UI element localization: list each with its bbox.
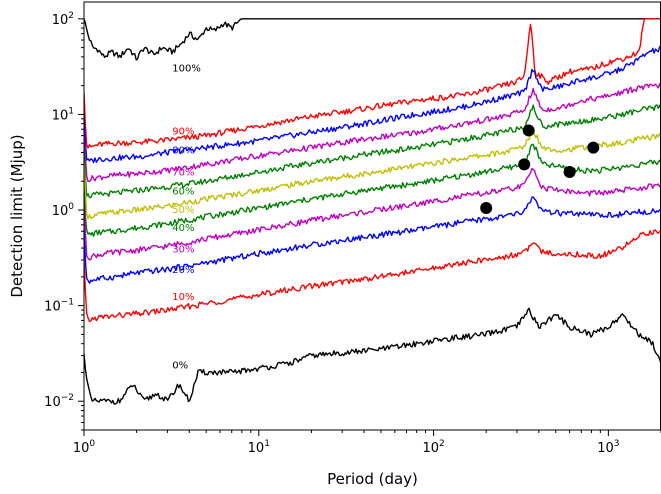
x-tick-label: 102 — [422, 439, 444, 456]
series-line-70pct — [84, 82, 661, 183]
y-axis-title: Detection limit (Mjup) — [8, 134, 26, 297]
y-tick-label: 10−2 — [44, 393, 74, 410]
y-tick-label: 102 — [52, 11, 74, 28]
curve-label-40pct: 40% — [172, 223, 194, 234]
markers-layer — [480, 124, 600, 215]
series-line-50pct — [84, 128, 661, 220]
x-tick-label: 103 — [597, 439, 619, 456]
y-tick-label: 100 — [52, 202, 75, 219]
series-line-100pct — [84, 18, 661, 61]
curve-label-100pct: 100% — [172, 64, 201, 75]
planet-marker — [522, 124, 535, 137]
curve-label-70pct: 70% — [172, 167, 194, 178]
planet-marker — [563, 165, 576, 178]
x-axis-title: Period (day) — [327, 470, 418, 488]
series-line-0pct — [84, 307, 661, 405]
series-line-10pct — [84, 229, 661, 323]
y-tick-label: 101 — [52, 106, 74, 123]
curve-label-60pct: 60% — [172, 187, 194, 198]
series-line-80pct — [84, 46, 661, 164]
series-line-90pct — [84, 18, 661, 149]
curve-label-90pct: 90% — [172, 126, 194, 137]
planet-marker — [518, 158, 531, 171]
curve-label-10pct: 10% — [172, 292, 194, 303]
series-line-60pct — [84, 104, 661, 199]
plot-frame — [83, 1, 661, 431]
x-tick-label: 100 — [73, 439, 96, 456]
curve-label-30pct: 30% — [172, 244, 194, 255]
curve-label-80pct: 80% — [172, 146, 194, 157]
planet-marker — [587, 141, 600, 154]
series-line-30pct — [84, 167, 661, 261]
series-layer — [84, 18, 661, 405]
curve-label-0pct: 0% — [172, 360, 188, 371]
curve-labels-layer: 100% 90% 80% 70% 60% 50% 40% 30% 20% 10% 0% — [172, 64, 201, 372]
curve-label-20pct: 20% — [172, 265, 194, 276]
y-tick-label: 10−1 — [44, 298, 74, 315]
series-line-20pct — [84, 196, 661, 284]
series-line-40pct — [84, 143, 661, 237]
curve-label-50pct: 50% — [172, 205, 194, 216]
x-tick-label: 101 — [248, 439, 270, 456]
planet-marker — [480, 202, 493, 215]
